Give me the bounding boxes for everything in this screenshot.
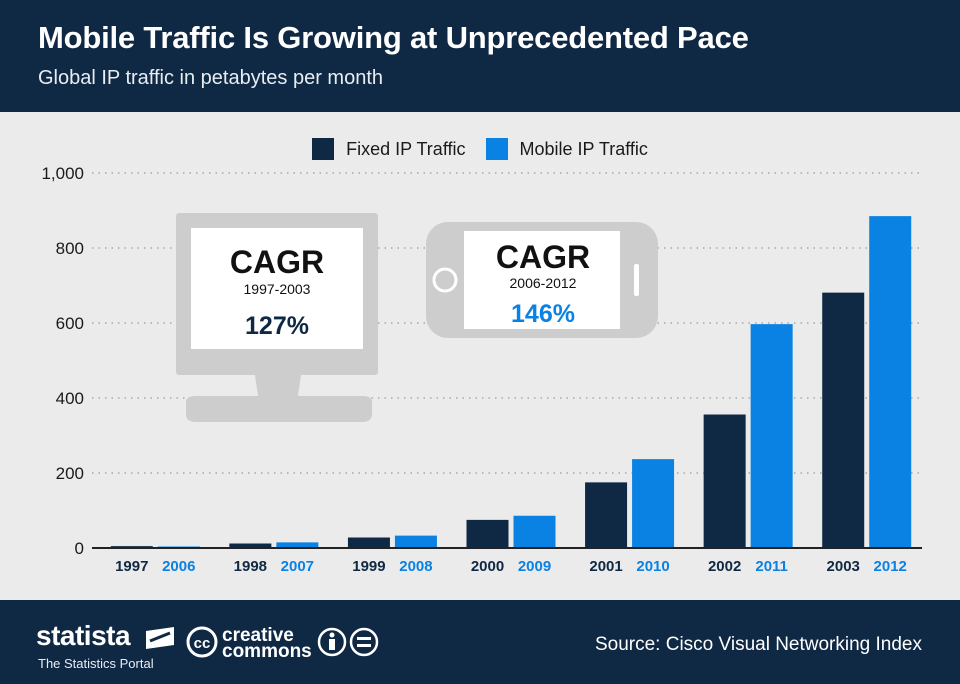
bar-mobile: [869, 216, 912, 548]
x-label-mobile-year: 2010: [636, 558, 669, 575]
phone-cagr-value: 146%: [511, 300, 575, 328]
x-label-fixed-year: 1999: [352, 558, 385, 575]
x-label-mobile-year: 2007: [281, 558, 314, 575]
monitor-cagr-value: 127%: [245, 312, 309, 340]
cc-text-2: commons: [222, 641, 312, 662]
legend-label-mobile: Mobile IP Traffic: [519, 138, 648, 159]
phone-cagr-title: CAGR: [496, 239, 590, 275]
bar-fixed: [703, 414, 746, 548]
bar-mobile: [513, 515, 556, 548]
cc-badge-text: cc: [194, 635, 211, 652]
source-note: Source: Cisco Visual Networking Index: [594, 634, 922, 655]
x-axis-labels: 1997 2006 1998 2007 1999 2008 2000 2009 2001 2010…: [115, 558, 907, 575]
x-label-mobile-year: 2009: [518, 558, 551, 575]
bar-fixed: [347, 537, 390, 548]
x-label-fixed-year: 2000: [471, 558, 504, 575]
footer: statista The Statistics Portal cc creati…: [0, 600, 960, 684]
x-label-fixed-year: 2003: [827, 558, 860, 575]
legend-swatch-mobile: [485, 138, 508, 160]
monitor-cagr-period: 1997-2003: [244, 281, 311, 297]
x-label-fixed-year: 1997: [115, 558, 148, 575]
bar-fixed: [229, 543, 272, 548]
x-label-mobile-year: 2008: [399, 558, 432, 575]
monitor-cagr-title: CAGR: [230, 244, 324, 280]
x-label-fixed-year: 2002: [708, 558, 741, 575]
statista-logo[interactable]: statista: [36, 620, 131, 651]
monitor-icon: CAGR 1997-2003 127%: [176, 213, 378, 422]
bar-mobile: [276, 542, 319, 548]
bar-fixed: [822, 292, 865, 548]
y-tick-label: 400: [56, 389, 84, 408]
x-label-fixed-year: 2001: [589, 558, 622, 575]
x-label-mobile-year: 2006: [162, 558, 195, 575]
cc-text-1: creative: [222, 625, 294, 646]
legend-item-fixed: Fixed IP Traffic: [312, 138, 466, 160]
legend-item-mobile: Mobile IP Traffic: [485, 138, 648, 160]
phone-cagr-period: 2006-2012: [510, 275, 577, 291]
chart-title: Mobile Traffic Is Growing at Unprecedent…: [38, 20, 749, 55]
no-derivatives-icon: [349, 627, 379, 657]
creative-commons-logo[interactable]: cc creative commons: [186, 624, 386, 664]
y-axis-ticks: 0 200 400 600 800 1,000: [41, 164, 84, 558]
bar-chart: 0 200 400 600 800 1,000 CAGR 1997-2003 127% C…: [41, 164, 922, 575]
bar-mobile: [750, 324, 793, 548]
header: Mobile Traffic Is Growing at Unprecedent…: [0, 0, 960, 112]
bar-fixed: [466, 519, 509, 548]
legend: Fixed IP Traffic Mobile IP Traffic: [0, 136, 960, 162]
bar-mobile: [632, 459, 675, 548]
y-tick-label: 0: [75, 539, 84, 558]
x-label-mobile-year: 2012: [874, 558, 907, 575]
smartphone-icon: CAGR 2006-2012 146%: [426, 222, 658, 338]
y-tick-label: 200: [56, 464, 84, 483]
y-tick-label: 1,000: [41, 164, 84, 183]
chart-subtitle: Global IP traffic in petabytes per month: [38, 67, 384, 89]
legend-label-fixed: Fixed IP Traffic: [346, 138, 466, 159]
x-label-fixed-year: 1998: [234, 558, 267, 575]
y-tick-label: 800: [56, 239, 84, 258]
y-tick-label: 600: [56, 314, 84, 333]
bar-fixed: [585, 482, 628, 548]
statista-flag-icon: [146, 627, 174, 649]
legend-swatch-fixed: [312, 138, 335, 160]
x-label-mobile-year: 2011: [755, 558, 788, 575]
attribution-icon: [317, 627, 347, 657]
bar-mobile: [394, 535, 437, 548]
statista-tagline: The Statistics Portal: [38, 656, 154, 671]
bars: [110, 216, 912, 548]
